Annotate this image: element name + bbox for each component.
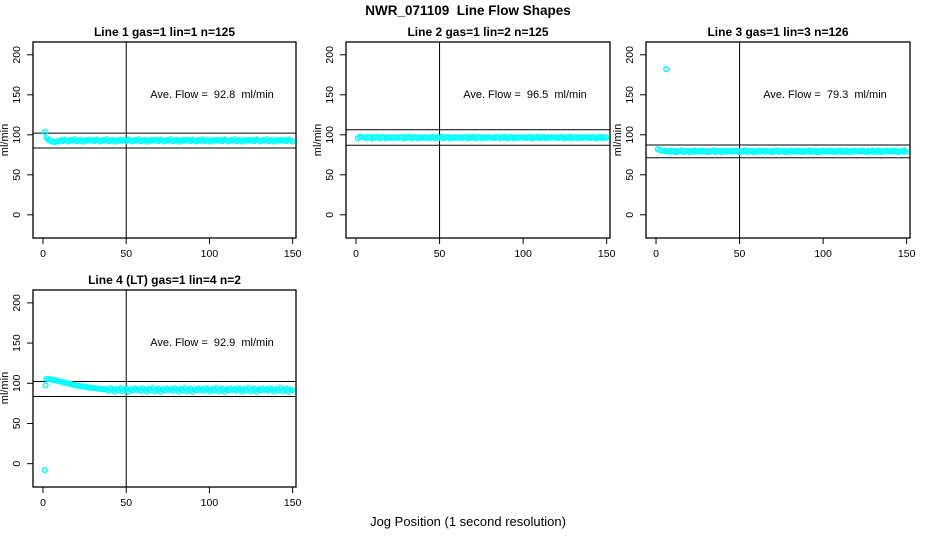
svg-text:150: 150 xyxy=(898,248,916,260)
panel-2-title: Line 2 gas=1 lin=2 n=125 xyxy=(407,25,549,39)
svg-text:0: 0 xyxy=(324,212,336,218)
svg-text:200: 200 xyxy=(11,294,23,312)
svg-text:100: 100 xyxy=(11,374,23,392)
svg-text:50: 50 xyxy=(11,169,23,181)
svg-text:0: 0 xyxy=(11,461,23,467)
svg-text:50: 50 xyxy=(120,248,132,260)
panel-2-plot: 0 50 100 150 0 50 100 150 200 xyxy=(324,41,616,260)
panel-4-ave-flow-annotation: Ave. Flow = 92.9 ml/min xyxy=(150,337,274,349)
svg-text:100: 100 xyxy=(201,497,219,509)
svg-text:50: 50 xyxy=(734,248,746,260)
svg-text:200: 200 xyxy=(624,46,636,64)
panel-1-title: Line 1 gas=1 lin=1 n=125 xyxy=(93,25,236,39)
svg-text:100: 100 xyxy=(514,248,532,260)
svg-text:200: 200 xyxy=(11,46,23,64)
svg-text:50: 50 xyxy=(434,248,446,260)
svg-text:0: 0 xyxy=(353,248,359,260)
svg-text:50: 50 xyxy=(324,169,336,181)
svg-text:150: 150 xyxy=(324,86,336,104)
svg-text:50: 50 xyxy=(120,497,132,509)
svg-text:100: 100 xyxy=(624,126,636,144)
figure-title: NWR_071109 Line Flow Shapes xyxy=(365,3,571,18)
panel-4-title: Line 4 (LT) gas=1 lin=4 n=2 xyxy=(88,273,241,287)
svg-text:100: 100 xyxy=(814,248,832,260)
svg-text:0: 0 xyxy=(40,497,46,509)
svg-text:100: 100 xyxy=(324,126,336,144)
panel-3-ave-flow-annotation: Ave. Flow = 79.3 ml/min xyxy=(763,89,887,101)
svg-text:150: 150 xyxy=(11,334,23,352)
svg-text:150: 150 xyxy=(284,497,302,509)
panel-1-ave-flow-annotation: Ave. Flow = 92.8 ml/min xyxy=(150,89,274,101)
svg-text:0: 0 xyxy=(11,212,23,218)
panel-4-plot: 0 50 100 150 0 50 100 150 200 xyxy=(11,289,302,509)
x-axis-label: Jog Position (1 second resolution) xyxy=(370,514,566,529)
svg-text:100: 100 xyxy=(11,126,23,144)
panel-1-plot: 0 50 100 150 0 50 100 150 200 xyxy=(11,41,302,260)
panel-3-title: Line 3 gas=1 lin=3 n=126 xyxy=(707,25,849,39)
svg-text:150: 150 xyxy=(11,86,23,104)
panel-3-plot: 0 50 100 150 0 50 100 150 200 xyxy=(624,41,916,260)
svg-text:0: 0 xyxy=(40,248,46,260)
svg-text:100: 100 xyxy=(201,248,219,260)
svg-text:50: 50 xyxy=(11,417,23,429)
svg-text:0: 0 xyxy=(653,248,659,260)
svg-text:150: 150 xyxy=(598,248,616,260)
svg-text:0: 0 xyxy=(624,212,636,218)
svg-text:150: 150 xyxy=(284,248,302,260)
panel-2-ave-flow-annotation: Ave. Flow = 96.5 ml/min xyxy=(463,89,587,101)
svg-text:200: 200 xyxy=(324,46,336,64)
svg-text:50: 50 xyxy=(624,169,636,181)
svg-text:150: 150 xyxy=(624,86,636,104)
